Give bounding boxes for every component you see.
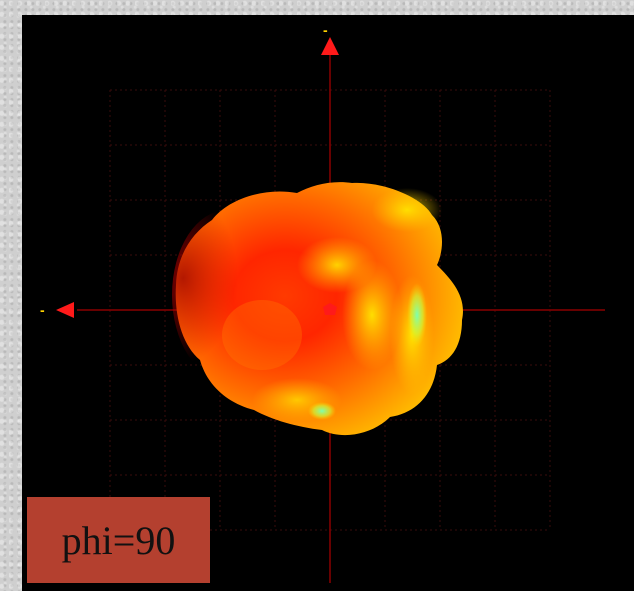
phi-label: phi=90 bbox=[27, 497, 210, 583]
radiation-pattern-plot[interactable]: - - bbox=[22, 15, 634, 591]
origin-marker bbox=[323, 303, 337, 315]
x-axis-arrow bbox=[56, 302, 74, 318]
phi-label-text: phi=90 bbox=[61, 517, 176, 563]
pattern-surface bbox=[172, 182, 463, 436]
top-axis-marker: - bbox=[323, 22, 328, 38]
y-axis-arrow bbox=[321, 37, 339, 55]
left-axis-marker: - bbox=[40, 302, 45, 318]
viewport[interactable]: - - phi=90 bbox=[22, 15, 634, 591]
